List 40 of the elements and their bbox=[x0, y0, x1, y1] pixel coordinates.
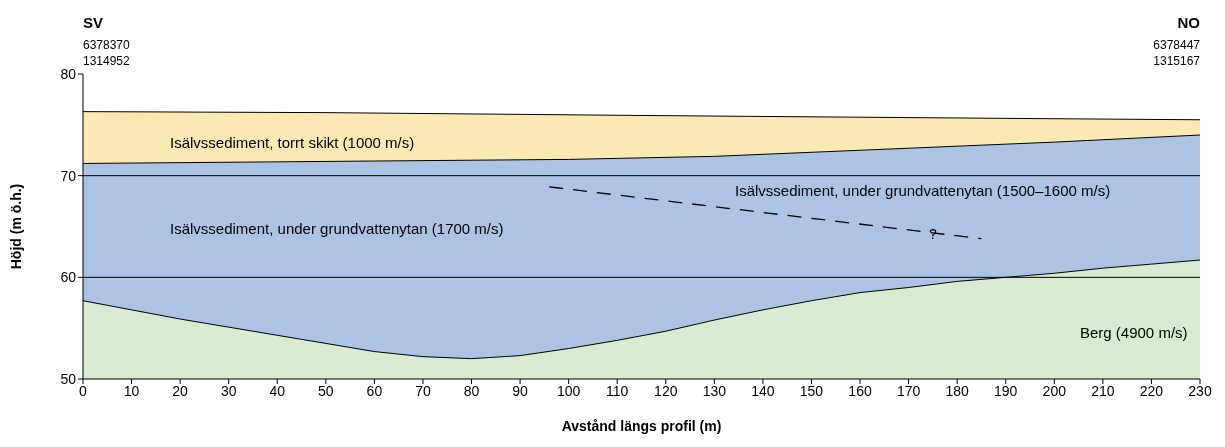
x-tick-label: 190 bbox=[994, 382, 1018, 399]
series-label: Isälvssediment, under grundvattenytan (1700 m/s) bbox=[170, 219, 504, 237]
text: 6378370 bbox=[83, 38, 130, 52]
x-axis-title: Avstånd längs profil (m) bbox=[561, 418, 722, 434]
x-tick-label: 90 bbox=[512, 382, 529, 399]
x-tick-label: 210 bbox=[1091, 382, 1115, 399]
x-tick-label: 200 bbox=[1042, 382, 1067, 399]
x-tick-label: 110 bbox=[606, 382, 629, 399]
x-tick-label: 50 bbox=[318, 382, 334, 399]
series-label: Berg (4900 m/s) bbox=[1080, 323, 1188, 341]
annotation: Isälvssediment, under grundvattenytan (1500–1600 m/s) bbox=[735, 182, 1111, 199]
x-tick-label: 160 bbox=[848, 382, 872, 399]
x-tick-label: 40 bbox=[269, 382, 286, 399]
x-tick-label: 140 bbox=[751, 382, 775, 399]
x-tick-label: 120 bbox=[654, 382, 678, 399]
x-tick-label: 60 bbox=[366, 382, 383, 399]
y-axis-title: Höjd (m ö.h.) bbox=[7, 183, 24, 270]
x-tick-label: 220 bbox=[1139, 382, 1164, 399]
x-tick-label: 170 bbox=[896, 382, 921, 399]
x-tick-label: 70 bbox=[415, 382, 431, 399]
x-tick-label: 150 bbox=[799, 382, 824, 399]
x-tick-label: 30 bbox=[220, 382, 237, 399]
text: NO bbox=[1177, 14, 1200, 31]
text: 1314952 bbox=[83, 54, 130, 68]
x-tick-label: 80 bbox=[463, 382, 480, 399]
y-tick-label: 60 bbox=[60, 269, 77, 286]
x-tick-label: 10 bbox=[123, 382, 140, 399]
x-tick-label: 20 bbox=[172, 382, 189, 399]
x-tick-label: 0 bbox=[79, 382, 88, 399]
y-tick-label: 70 bbox=[60, 167, 77, 184]
x-tick-label: 230 bbox=[1188, 382, 1212, 399]
text: SV bbox=[83, 14, 104, 31]
x-tick-label: 130 bbox=[702, 382, 727, 399]
y-tick-label: 80 bbox=[60, 65, 77, 82]
text: 1315167 bbox=[1153, 54, 1200, 68]
x-tick-label: 180 bbox=[945, 382, 970, 399]
text: 6378447 bbox=[1153, 38, 1200, 52]
series-label: Isälvssediment, torrt skikt (1000 m/s) bbox=[170, 133, 415, 151]
y-tick-label: 50 bbox=[60, 370, 77, 387]
x-tick-label: 100 bbox=[556, 382, 581, 399]
